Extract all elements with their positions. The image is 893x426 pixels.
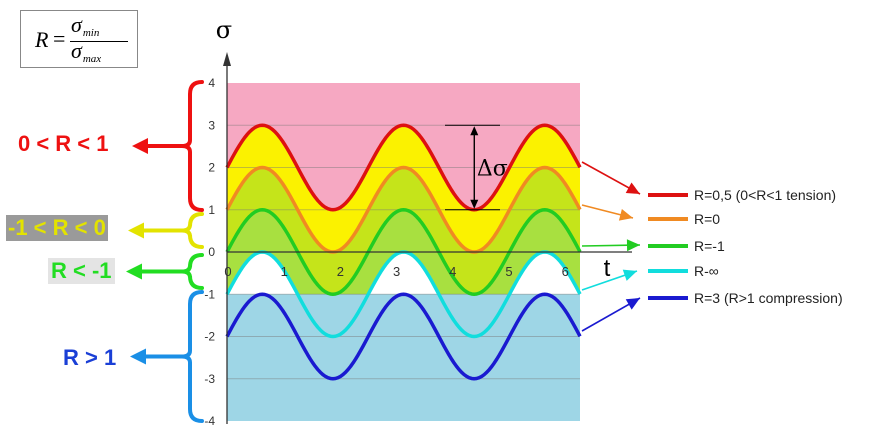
y-axis-symbol: σ xyxy=(216,16,232,44)
range-label-above-1: R > 1 xyxy=(63,345,117,370)
series-line xyxy=(225,165,582,254)
legend-pointers xyxy=(581,161,641,332)
pointer-r0-head xyxy=(618,208,633,221)
series-line xyxy=(225,123,582,212)
legend-item: R=0 xyxy=(648,209,720,229)
arrow-below-neg1-head xyxy=(126,263,142,280)
x-tick-label: 1 xyxy=(281,264,288,279)
y-tick-label: 4 xyxy=(208,76,215,90)
stress-band xyxy=(227,294,580,421)
legend-swatch xyxy=(648,244,688,248)
legend-item: R-∞ xyxy=(648,261,719,281)
ratio-formula: R = σmin σmax xyxy=(20,10,138,68)
legend-swatch xyxy=(648,296,688,300)
range-brackets xyxy=(126,80,204,423)
series-line xyxy=(225,208,582,296)
y-tick-label: -4 xyxy=(204,414,215,426)
pointer-r05-head xyxy=(625,182,640,194)
y-tick-label: 0 xyxy=(208,245,215,259)
bracket-0-1 xyxy=(181,80,204,212)
delta-sigma-label: Δσ xyxy=(477,157,508,182)
y-tick-label: -1 xyxy=(204,287,215,301)
x-tick-label: 5 xyxy=(505,264,512,279)
axes: σ t 4 3 2 1 0 -1 -2 -3 -4 0 1 2 3 4 5 6 Δσ xyxy=(204,16,632,426)
legend-item: R=-1 xyxy=(648,236,725,256)
y-tick-label: -2 xyxy=(204,330,215,344)
formula-denominator: σmax xyxy=(71,38,102,65)
y-tick-label: 1 xyxy=(208,203,215,217)
x-tick-label: 4 xyxy=(449,264,456,279)
arrow-above-1-head xyxy=(130,348,146,365)
pointer-r3-head xyxy=(625,298,640,310)
x-tick-label: 3 xyxy=(393,264,400,279)
bracket-below-neg1 xyxy=(181,253,204,290)
fill-yellow-green xyxy=(227,167,580,295)
x-tick-label: 2 xyxy=(337,264,344,279)
formula-numerator: σmin xyxy=(71,12,100,39)
fill-blue xyxy=(227,294,580,379)
range-label-0-1: 0 < R < 1 xyxy=(18,131,109,156)
pointer-rneginf-head xyxy=(622,269,637,281)
legend-swatch xyxy=(648,193,688,197)
x-axis-symbol: t xyxy=(604,255,611,282)
pointer-rneg1-head xyxy=(626,239,640,252)
arrow-0-1-head xyxy=(132,138,148,154)
x-tick-label: 6 xyxy=(562,264,569,279)
formula-equals: = xyxy=(53,26,66,51)
x-tick-label: 0 xyxy=(224,264,231,279)
range-label-below-neg1: R < -1 xyxy=(48,258,115,284)
legend-item: R=0,5 (0<R<1 tension) xyxy=(648,185,836,205)
fill-yellow xyxy=(227,125,580,252)
series-line xyxy=(225,292,582,381)
bracket-neg1-0 xyxy=(181,212,204,249)
formula-lhs: R xyxy=(35,27,49,52)
y-tick-label: 2 xyxy=(208,161,215,175)
range-label-neg1-0: -1 < R < 0 xyxy=(6,215,108,241)
arrow-neg1-0-head xyxy=(128,222,144,239)
legend-swatch xyxy=(648,269,688,273)
y-tick-label: 3 xyxy=(208,118,215,132)
fraction-bar xyxy=(70,41,128,42)
delta-arrow-head-down xyxy=(470,199,479,209)
legend-item: R=3 (R>1 compression) xyxy=(648,288,843,308)
bracket-above-1 xyxy=(181,290,204,423)
y-tick-label: -3 xyxy=(204,372,215,386)
delta-arrow-head-up xyxy=(470,126,479,136)
y-axis-arrow xyxy=(223,52,231,66)
legend-swatch xyxy=(648,217,688,221)
